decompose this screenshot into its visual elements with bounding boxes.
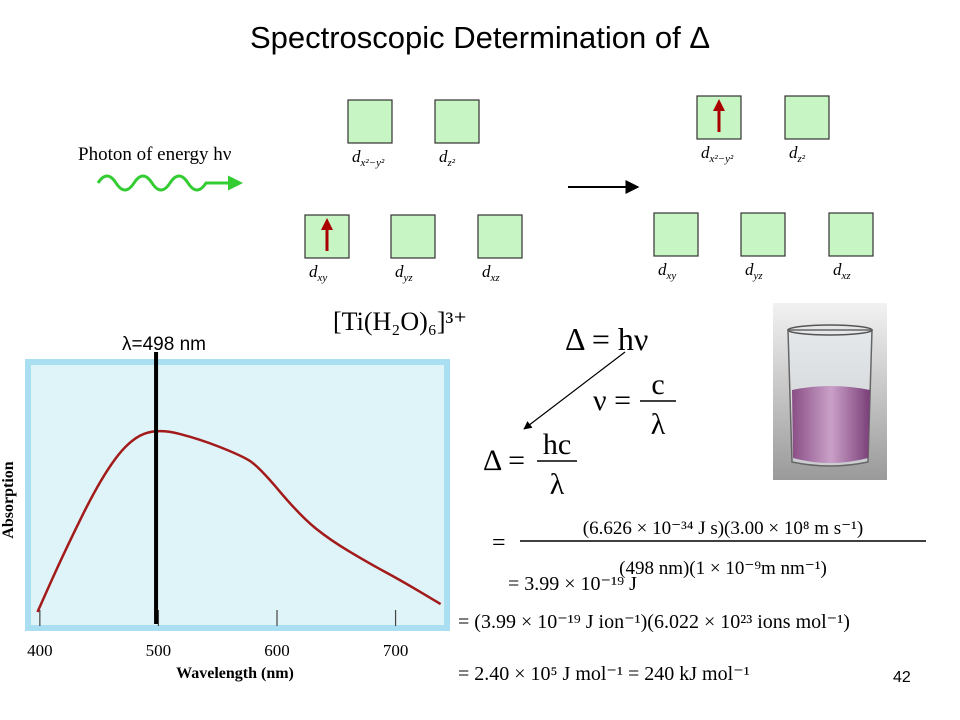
plot-panel — [25, 359, 450, 631]
equation-text: ν = — [593, 384, 631, 417]
orbital-letter: d — [482, 262, 491, 281]
orbital-subscript: xy — [666, 270, 677, 282]
orbital-subscript: xz — [490, 272, 501, 284]
orbital-letter: d — [745, 260, 754, 279]
orbital-letter: d — [701, 143, 710, 162]
orbital-box — [347, 99, 393, 144]
marker-label: λ=498 nm — [122, 334, 206, 355]
orbital-subscript: z² — [447, 157, 456, 169]
orbital-box — [434, 99, 480, 144]
orbital-letter: d — [309, 262, 318, 281]
equation-text: (6.626 × 10⁻³⁴ J s)(3.00 × 10⁸ m s⁻¹) — [583, 518, 863, 539]
beaker-photo — [773, 303, 887, 480]
orbital-label: dyz — [395, 262, 413, 284]
equation-text: λ — [550, 468, 565, 501]
x-tick-label: 700 — [383, 641, 409, 660]
photon-label: Photon of energy hν — [78, 144, 232, 165]
equation-text: = — [492, 530, 506, 556]
equation-text: Δ = — [483, 444, 525, 477]
orbital-box — [784, 95, 830, 140]
orbital-letter: d — [789, 143, 798, 162]
orbital-label: dxy — [658, 260, 676, 282]
orbital-subscript: yz — [403, 272, 414, 284]
orbital-box — [477, 214, 523, 259]
orbital-label: dxz — [833, 260, 851, 282]
orbital-subscript: xy — [317, 272, 328, 284]
page-number: 42 — [893, 669, 911, 686]
x-tick-label: 500 — [146, 641, 172, 660]
orbital-label: dxy — [309, 262, 327, 284]
orbital-label: dz² — [439, 147, 456, 169]
equation-text: = 3.99 × 10⁻¹⁹ J — [508, 573, 637, 595]
equation-text: (498 nm)(1 × 10⁻⁹m nm⁻¹) — [619, 558, 827, 579]
x-tick-label: 600 — [264, 641, 290, 660]
orbital-box — [740, 212, 786, 257]
slide-title: Spectroscopic Determination of Δ — [250, 20, 710, 55]
orbital-letter: d — [439, 147, 448, 166]
complex-formula: [Ti(H₂O)₆]³⁺ — [333, 307, 467, 336]
equation-text: c — [651, 368, 664, 401]
orbital-label: dz² — [789, 143, 806, 165]
equation-text: λ — [651, 408, 666, 441]
orbital-box — [828, 212, 874, 257]
orbital-label: dyz — [745, 260, 763, 282]
equation-text: Δ = hν — [565, 321, 648, 357]
x-tick-label: 400 — [27, 641, 53, 660]
orbital-subscript: x²−y² — [709, 153, 734, 165]
orbital-label: dxz — [482, 262, 500, 284]
photon-wave — [96, 174, 243, 192]
orbital-letter: d — [658, 260, 667, 279]
x-axis-label: Wavelength (nm) — [176, 665, 294, 682]
equation-text: = 2.40 × 10⁵ J mol⁻¹ = 240 kJ mol⁻¹ — [458, 663, 750, 685]
orbital-letter: d — [395, 262, 404, 281]
orbital-subscript: yz — [753, 270, 764, 282]
orbital-subscript: x²−y² — [360, 157, 385, 169]
orbital-letter: d — [833, 260, 842, 279]
derivation-arrow — [523, 351, 626, 430]
equation-text: hc — [543, 428, 571, 461]
orbital-box — [653, 212, 699, 257]
orbital-label: dx²−y² — [701, 143, 734, 165]
orbital-box — [390, 214, 436, 259]
orbital-subscript: z² — [797, 153, 806, 165]
orbital-subscript: xz — [841, 270, 852, 282]
equation-text: = (3.99 × 10⁻¹⁹ J ion⁻¹)(6.022 × 10²³ io… — [458, 611, 850, 633]
y-axis-label: Absorption — [0, 461, 17, 538]
orbital-letter: d — [352, 147, 361, 166]
spectrum-line — [36, 429, 442, 613]
orbital-label: dx²−y² — [352, 147, 385, 169]
